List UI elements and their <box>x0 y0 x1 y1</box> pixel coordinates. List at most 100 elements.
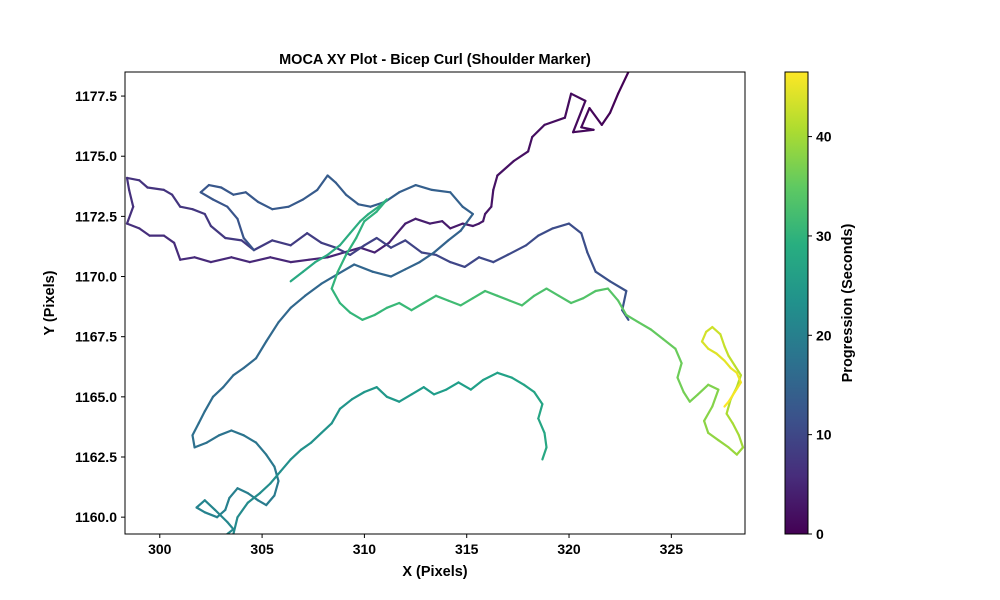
trajectory-segment-5-19 <box>432 388 448 396</box>
trajectory-segment-7-19 <box>735 446 745 456</box>
trajectory-segment-0-4 <box>580 106 591 129</box>
trajectory-segment-2-11 <box>420 251 438 256</box>
trajectory-segment-8-10 <box>704 326 714 333</box>
trajectory-segment-8-8 <box>719 333 726 348</box>
trajectory-segment-7-13 <box>711 388 720 408</box>
trajectory-segment-2-13 <box>449 261 466 268</box>
trajectory-segment-4-10 <box>242 434 258 444</box>
trajectory-segment-6-22 <box>410 301 425 312</box>
y-tick-label: 1172.5 <box>75 208 117 224</box>
trajectory-segment-4-21 <box>216 508 227 519</box>
trajectory-segment-1-5 <box>326 251 345 259</box>
trajectory-segment-2-6 <box>349 244 366 256</box>
trajectory-segment-5-13 <box>363 386 378 394</box>
trajectory-segment-3-42 <box>232 366 245 377</box>
trajectory-segment-4-11 <box>254 441 268 456</box>
trajectory-segment-2-17 <box>506 244 528 256</box>
trajectory-segment-5-10 <box>330 407 341 425</box>
trajectory-segment-3-11 <box>271 205 290 211</box>
x-tick-label: 300 <box>148 541 172 557</box>
trajectory-segment-5-22 <box>469 378 485 391</box>
trajectory-segment-1-31 <box>224 236 243 242</box>
trajectory-segment-0-2 <box>600 111 612 127</box>
trajectory-segment-3-21 <box>398 184 417 194</box>
trajectory-segment-4-23 <box>195 506 206 514</box>
trajectory-segment-8-0 <box>731 422 741 437</box>
colorbar-tick-label: 30 <box>816 228 832 244</box>
plot-frame <box>124 71 746 535</box>
trajectory-segment-6-11 <box>355 220 366 240</box>
trajectory-segment-0-9 <box>563 92 573 119</box>
trajectory-segment-6-37 <box>594 287 610 293</box>
trajectory-segment-3-7 <box>220 186 235 196</box>
trajectory-segment-1-1 <box>387 232 399 244</box>
trajectory-segment-0-1 <box>608 92 620 115</box>
trajectory-segment-1-9 <box>248 256 272 264</box>
trajectory-segment-1-27 <box>179 205 194 211</box>
trajectory-segment-0-3 <box>588 106 603 127</box>
x-tick-label: 315 <box>455 541 479 557</box>
trajectory-segment-5-7 <box>299 441 313 451</box>
trajectory-segment-3-41 <box>242 357 258 370</box>
trajectory-segment-4-4 <box>191 422 200 437</box>
trajectory-segment-4-16 <box>256 499 268 507</box>
trajectory-segment-3-31 <box>389 268 407 278</box>
trajectory-segment-3-26 <box>459 212 474 232</box>
trajectory-segment-6-14 <box>330 270 339 290</box>
trajectory-segment-0-0 <box>616 72 630 95</box>
trajectory-segment-8-1 <box>725 412 734 425</box>
trajectory-segment-7-16 <box>707 431 720 442</box>
trajectory-segment-6-33 <box>545 287 560 297</box>
trajectory-segment-4-5 <box>191 434 196 449</box>
trajectory-segment-5-8 <box>310 431 323 444</box>
trajectory-segment-6-5 <box>349 220 362 235</box>
trajectory-segment-6-3 <box>326 244 341 256</box>
trajectory-segment-0-8 <box>569 92 587 103</box>
trajectory-segment-0-22 <box>449 222 464 230</box>
trajectory-segment-3-22 <box>414 184 433 191</box>
y-tick-label: 1162.5 <box>75 449 117 465</box>
trajectory-segment-5-4 <box>269 470 282 485</box>
trajectory-segment-3-3 <box>211 198 229 208</box>
trajectory-segment-8-4 <box>735 374 743 389</box>
trajectory-segment-4-27 <box>226 520 235 531</box>
trajectory-segment-5-20 <box>445 381 460 391</box>
trajectory-segment-6-21 <box>398 301 413 312</box>
trajectory-segment-6-10 <box>363 210 378 223</box>
trajectory-segment-4-0 <box>222 374 235 389</box>
trajectory-segment-8-19 <box>727 390 736 403</box>
x-axis-label: X (Pixels) <box>402 564 467 580</box>
y-tick-label: 1177.5 <box>75 88 117 104</box>
trajectory-segment-2-4 <box>320 241 337 249</box>
trajectory-segment-8-2 <box>725 398 732 415</box>
trajectory-segment-1-8 <box>269 256 292 264</box>
trajectory-segment-7-8 <box>676 376 685 394</box>
trajectory-segment-5-29 <box>537 417 546 434</box>
trajectory-segment-6-16 <box>338 301 352 314</box>
trajectory-segment-4-9 <box>230 429 245 437</box>
trajectory-segment-0-23 <box>441 220 452 230</box>
trajectory-segment-0-7 <box>571 99 587 134</box>
trajectory-segment-1-3 <box>359 246 376 254</box>
trajectory-segment-2-18 <box>524 234 540 247</box>
trajectory-segment-7-17 <box>717 439 730 449</box>
trajectory-segment-1-30 <box>209 224 227 240</box>
colorbar <box>784 71 809 535</box>
y-tick-label: 1160.0 <box>75 509 117 525</box>
trajectory-segment-5-25 <box>510 376 526 386</box>
trajectory-segment-7-5 <box>662 338 677 350</box>
trajectory-segment-7-9 <box>682 390 691 403</box>
trajectory-segment-3-33 <box>353 263 374 273</box>
trajectory-segment-8-18 <box>733 381 743 394</box>
trajectory-segment-0-24 <box>428 220 444 225</box>
trajectory-segment-3-16 <box>334 181 348 196</box>
trajectory-segment-5-5 <box>279 458 292 473</box>
trajectory-segment-2-1 <box>271 239 292 247</box>
trajectory-segment-0-16 <box>490 188 495 208</box>
trajectory-segment-1-4 <box>342 246 362 254</box>
trajectory-segment-0-6 <box>571 128 595 134</box>
trajectory-segment-1-18 <box>125 222 141 230</box>
trajectory-segment-6-34 <box>557 294 573 305</box>
trajectory-segment-0-11 <box>531 123 546 139</box>
